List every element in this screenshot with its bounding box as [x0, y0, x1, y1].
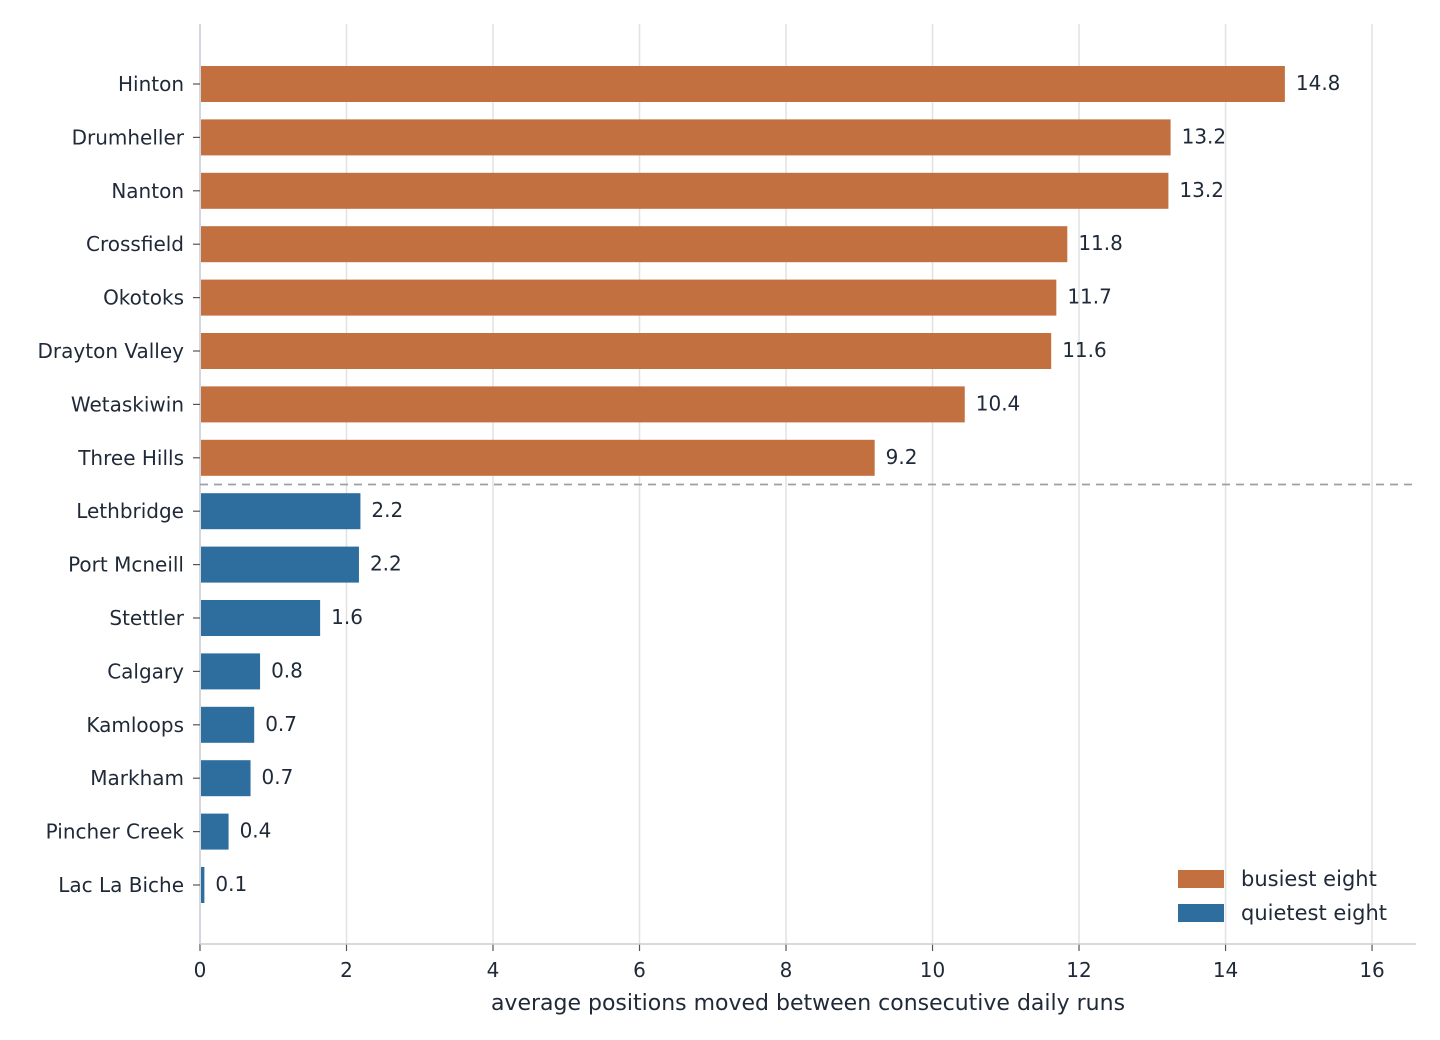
bar-pincher-creek	[201, 813, 229, 850]
bar-markham	[201, 760, 251, 797]
bar-drayton-valley	[201, 333, 1052, 369]
value-label: 0.4	[240, 819, 272, 843]
bar-okotoks	[201, 279, 1057, 316]
category-label: Stettler	[109, 606, 184, 630]
x-tick-label: 14	[1213, 958, 1238, 982]
legend-swatch	[1178, 904, 1224, 922]
legend: busiest eight quietest eight	[1178, 867, 1387, 925]
category-label: Kamloops	[86, 713, 184, 737]
value-label: 0.1	[215, 872, 247, 896]
value-label: 1.6	[331, 605, 363, 629]
legend-label: busiest eight	[1241, 867, 1377, 891]
value-label: 0.7	[262, 765, 294, 789]
bar-lac-la-biche	[201, 867, 205, 903]
legend-swatch	[1178, 870, 1224, 888]
value-label: 13.2	[1182, 124, 1227, 148]
bar-three-hills	[201, 439, 875, 476]
x-tick-label: 2	[340, 958, 353, 982]
category-label: Port Mcneill	[68, 553, 184, 577]
bar-drumheller	[201, 119, 1171, 156]
bar-hinton	[201, 66, 1285, 102]
bar-lethbridge	[201, 493, 361, 530]
x-tick-label: 6	[633, 958, 646, 982]
x-tick-label: 0	[194, 958, 207, 982]
value-label: 2.2	[371, 498, 403, 522]
value-label: 9.2	[886, 445, 918, 469]
value-label: 2.2	[370, 552, 402, 576]
bar-nanton	[201, 172, 1169, 209]
x-axis-title: average positions moved between consecut…	[491, 991, 1125, 1016]
value-label: 10.4	[976, 391, 1021, 415]
value-label: 0.8	[271, 658, 303, 682]
x-tick-label: 8	[780, 958, 793, 982]
bar-calgary	[201, 653, 261, 690]
bar-kamloops	[201, 706, 255, 743]
value-label: 11.6	[1062, 338, 1107, 362]
labels: Hinton 14.8 Drumheller 13.2 Nanton 13.2 Crossf…	[38, 71, 1416, 897]
category-label: Drumheller	[72, 125, 185, 149]
category-label: Lethbridge	[76, 499, 184, 523]
value-label: 13.2	[1179, 178, 1224, 202]
category-label: Hinton	[118, 72, 184, 96]
x-tick-label: 10	[920, 958, 945, 982]
value-label: 0.7	[265, 712, 297, 736]
bars	[201, 66, 1285, 903]
category-label: Nanton	[111, 179, 184, 203]
category-label: Markham	[90, 766, 184, 790]
bar-stettler	[201, 600, 321, 636]
bar-wetaskiwin	[201, 386, 965, 423]
legend-label: quietest eight	[1241, 901, 1387, 925]
category-label: Drayton Valley	[38, 339, 185, 363]
value-label: 11.7	[1067, 285, 1112, 309]
category-label: Okotoks	[103, 286, 184, 310]
category-label: Calgary	[107, 659, 184, 683]
category-label: Three Hills	[77, 446, 184, 470]
value-label: 11.8	[1078, 231, 1123, 255]
bar-port-mcneill	[201, 546, 359, 583]
category-label: Wetaskiwin	[71, 392, 184, 416]
value-label: 14.8	[1296, 71, 1341, 95]
category-label: Pincher Creek	[46, 820, 185, 844]
category-label: Lac La Biche	[58, 873, 184, 897]
bar-crossfield	[201, 226, 1068, 263]
category-label: Crossfield	[86, 232, 184, 256]
x-tick-label: 12	[1066, 958, 1091, 982]
x-tick-label: 4	[487, 958, 500, 982]
x-tick-label: 16	[1359, 958, 1384, 982]
